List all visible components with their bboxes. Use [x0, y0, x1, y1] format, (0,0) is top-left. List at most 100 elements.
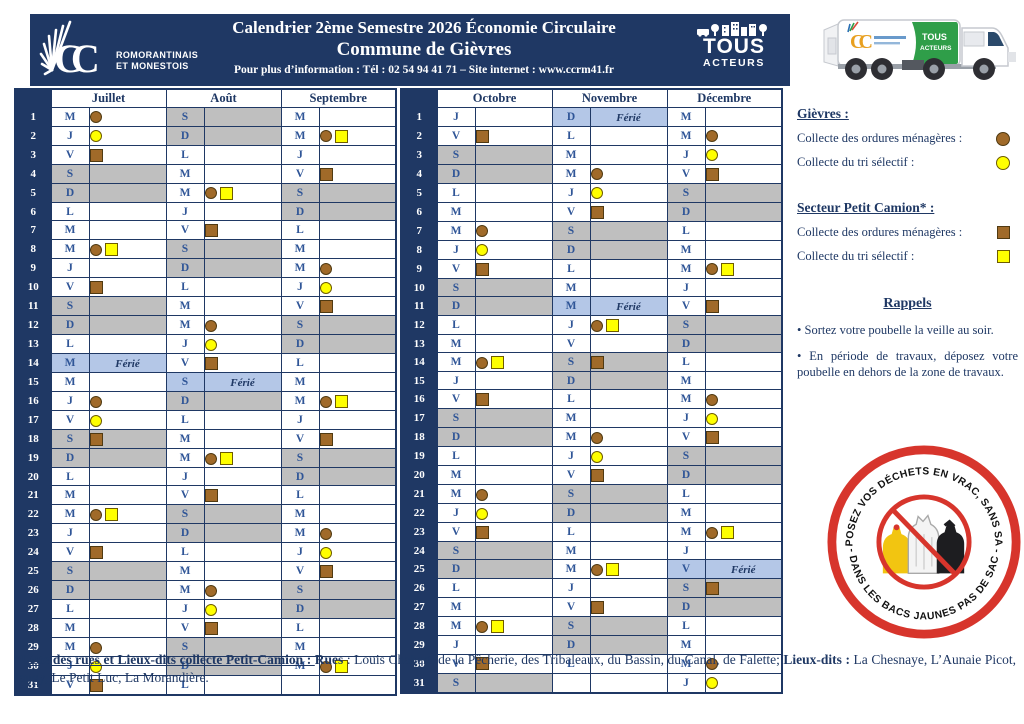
day-number: 16 [14, 391, 52, 412]
day-letter-cell: D [165, 126, 205, 147]
day-icons-cell [88, 485, 167, 506]
day-letter-cell: S [280, 315, 320, 336]
gievres-ordures-circle-icon [476, 620, 488, 633]
day-icons-cell [589, 635, 668, 655]
calendar-row: 12 D M S [14, 315, 397, 336]
day-icons-cell [203, 580, 282, 601]
day-letter-cell: J [50, 126, 90, 147]
petit-camion-ordures-square-icon [591, 601, 604, 615]
day-icons-cell [474, 315, 553, 336]
day-letter-cell: L [50, 202, 90, 222]
day-letter-cell: M [551, 559, 591, 580]
petit-camion-ordures-square-icon [205, 489, 218, 503]
petit-camion-ordures-square-icon [205, 622, 218, 636]
day-number: 17 [400, 408, 438, 429]
day-icons-cell [704, 259, 783, 280]
day-letter-cell: M [165, 315, 205, 336]
day-letter-cell: V [50, 145, 90, 166]
day-icons-cell [589, 465, 668, 486]
day-letter-cell: S [165, 372, 205, 393]
calendar-row: 27 L J D [14, 599, 397, 620]
day-icons-cell [318, 296, 397, 317]
day-number: 1 [14, 107, 52, 128]
day-icons-cell [318, 542, 397, 563]
footnote-segment: Rues [314, 652, 344, 667]
day-icons-cell [203, 637, 282, 658]
day-number: 13 [400, 334, 438, 354]
day-icons-cell [474, 145, 553, 166]
day-icons-cell [589, 541, 668, 561]
day-number: 27 [400, 597, 438, 618]
day-icons-cell [474, 107, 553, 128]
legend-title-petit-camion: Secteur Petit Camion* : [797, 200, 935, 215]
day-icons-cell [88, 258, 167, 279]
day-icons-cell [589, 145, 668, 166]
day-icons-cell [474, 371, 553, 391]
day-letter-cell: J [666, 541, 706, 561]
day-letter-cell: L [165, 277, 205, 298]
day-icons-cell [203, 675, 282, 696]
day-letter-cell: S [551, 352, 591, 373]
day-number: 5 [14, 183, 52, 204]
day-letter-cell: L [165, 145, 205, 166]
day-letter-cell: M [551, 278, 591, 298]
gievres-ordures-circle-icon [591, 168, 603, 181]
day-letter-cell: D [280, 334, 320, 355]
gievres-ordures-circle-icon [476, 488, 488, 501]
day-letter-cell: D [551, 107, 591, 128]
calendar-row: 19 D M S [14, 448, 397, 469]
day-letter-cell: M [50, 107, 90, 128]
petit-camion-ordures-square-icon [90, 679, 103, 693]
day-icons-cell [589, 522, 668, 543]
tous-label: TOUS [703, 35, 765, 58]
rappels-section: Rappels Sortez votre poubelle la veille … [797, 296, 1018, 380]
day-letter-cell: S [280, 183, 320, 204]
day-number: 15 [400, 371, 438, 391]
legend-label: Collecte des ordures ménagères : [797, 131, 963, 145]
day-icons-cell [704, 446, 783, 467]
day-icons-cell [474, 653, 553, 674]
rappel-bullet-1: Sortez votre poubelle la veille au soir. [797, 322, 1018, 338]
day-number: 26 [14, 580, 52, 601]
day-letter-cell: L [436, 446, 476, 467]
truck-tous-text: TOUS [922, 32, 947, 42]
petit-camion-ordures-square-icon [476, 393, 489, 407]
day-icons-cell [203, 448, 282, 469]
petit-camion-ordures-square-icon [205, 224, 218, 238]
day-icons-cell [318, 561, 397, 582]
day-icons-cell [704, 653, 783, 674]
day-letter-cell: D [666, 202, 706, 223]
calendar-row: 21 M S L [400, 484, 783, 505]
gievres-tri-circle-icon [90, 660, 102, 673]
day-icons-cell [589, 408, 668, 429]
day-icons-cell [589, 221, 668, 242]
day-number: 17 [14, 410, 52, 431]
day-letter-cell: L [436, 183, 476, 204]
day-letter-cell: V [50, 675, 90, 696]
day-icons-cell [318, 523, 397, 544]
day-icons-cell [88, 410, 167, 431]
day-letter-cell: D [280, 599, 320, 620]
gievres-tri-circle-icon [205, 338, 217, 351]
petit-camion-tri-square-icon [720, 526, 734, 540]
petit-camion-tri-square-icon [720, 262, 734, 276]
day-icons-cell [474, 352, 553, 373]
calendar-row: 24 S M J [400, 541, 783, 561]
day-letter-cell: M [165, 164, 205, 185]
day-letter-cell: J [436, 107, 476, 128]
day-icons-cell [589, 352, 668, 373]
day-icons-cell [203, 485, 282, 506]
day-letter-cell: M [165, 183, 205, 204]
day-icons-cell [203, 164, 282, 185]
gievres-ordures-circle-icon [205, 584, 217, 597]
cityscape-icon [697, 22, 767, 37]
day-letter-cell: D [50, 315, 90, 336]
day-letter-cell: S [666, 446, 706, 467]
day-icons-cell [318, 448, 397, 469]
day-letter-cell: M [551, 427, 591, 448]
truck-wheels [845, 58, 995, 80]
day-letter-cell: S [551, 484, 591, 505]
